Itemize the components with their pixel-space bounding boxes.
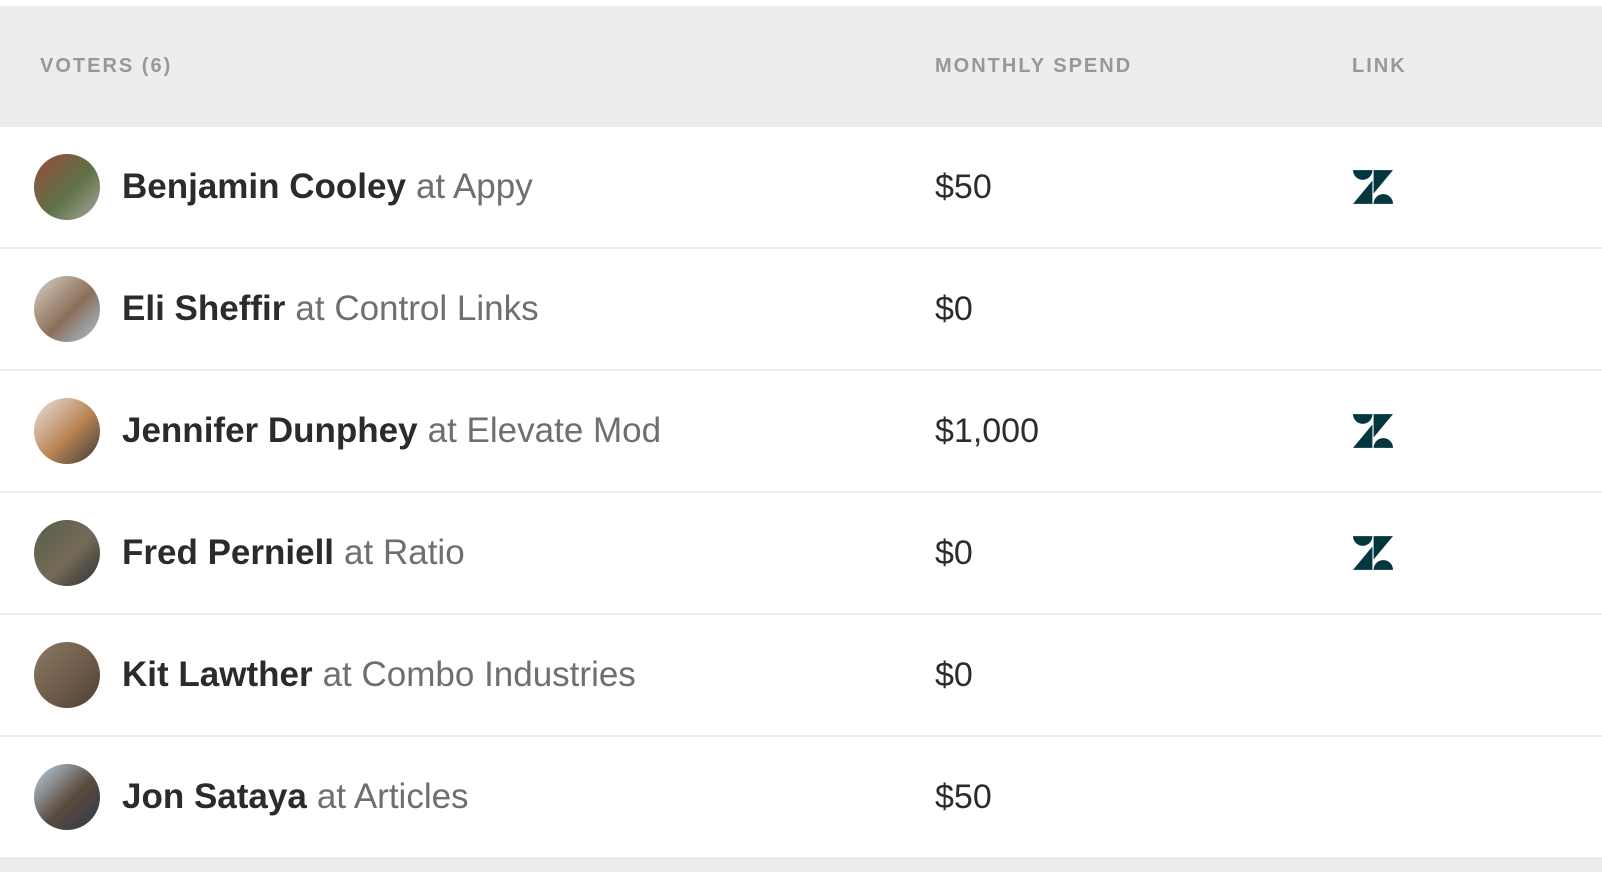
table-row[interactable]: Fred Perniell at Ratio $0 — [0, 493, 1602, 615]
monthly-spend-value: $0 — [935, 289, 973, 328]
link-cell — [1352, 654, 1602, 696]
link-cell — [1352, 776, 1602, 818]
photo-avatar-man-brown-hair — [34, 642, 100, 708]
voter-name: Fred Perniell — [122, 533, 335, 572]
voter-company: at Ratio — [344, 533, 465, 572]
voter-title: Fred Perniell at Ratio — [122, 533, 465, 573]
voter-cell: Kit Lawther at Combo Industries — [34, 642, 935, 708]
voter-company: at Elevate Mod — [427, 411, 662, 450]
voter-cell: Fred Perniell at Ratio — [34, 520, 935, 586]
table-row[interactable]: Eli Sheffir at Control Links $0 — [0, 249, 1602, 371]
photo-avatar-man-beard-sky — [34, 764, 100, 830]
table-header: VOTERS (6) MONTHLY SPEND LINK — [0, 6, 1602, 127]
monthly-spend-value: $0 — [935, 533, 973, 572]
monthly-spend-value: $50 — [935, 167, 992, 206]
table-row[interactable]: Benjamin Cooley at Appy $50 — [0, 127, 1602, 249]
voter-cell: Jon Sataya at Articles — [34, 764, 935, 830]
link-cell — [1352, 288, 1602, 330]
voter-title: Benjamin Cooley at Appy — [122, 167, 533, 207]
zendesk-link-icon[interactable] — [1352, 166, 1394, 208]
voter-cell: Jennifer Dunphey at Elevate Mod — [34, 398, 935, 464]
voter-company: at Articles — [316, 777, 469, 816]
column-header-voters: VOTERS (6) — [40, 55, 173, 77]
voter-cell: Benjamin Cooley at Appy — [34, 154, 935, 220]
voter-title: Jon Sataya at Articles — [122, 777, 469, 817]
zendesk-link-icon[interactable] — [1352, 532, 1394, 574]
link-cell — [1352, 532, 1602, 574]
voter-company: at Appy — [415, 167, 533, 206]
voter-cell: Eli Sheffir at Control Links — [34, 276, 935, 342]
voter-title: Jennifer Dunphey at Elevate Mod — [122, 411, 661, 451]
monthly-spend-value: $1,000 — [935, 411, 1039, 450]
voter-name: Jennifer Dunphey — [122, 411, 418, 450]
column-header-monthly-spend: MONTHLY SPEND — [935, 55, 1133, 77]
next-section-edge — [0, 859, 1602, 872]
top-margin — [0, 0, 1602, 6]
voter-name: Eli Sheffir — [122, 289, 286, 328]
zendesk-link-icon[interactable] — [1352, 410, 1394, 452]
voter-name: Benjamin Cooley — [122, 167, 406, 206]
voter-title: Eli Sheffir at Control Links — [122, 289, 539, 329]
voter-name: Jon Sataya — [122, 777, 307, 816]
table-row[interactable]: Jon Sataya at Articles $50 — [0, 737, 1602, 859]
voter-title: Kit Lawther at Combo Industries — [122, 655, 636, 695]
column-header-link: LINK — [1352, 55, 1407, 77]
table-row[interactable]: Kit Lawther at Combo Industries $0 — [0, 615, 1602, 737]
link-cell — [1352, 166, 1602, 208]
link-cell — [1352, 410, 1602, 452]
voter-name: Kit Lawther — [122, 655, 313, 694]
photo-avatar-woman-red-hair — [34, 398, 100, 464]
photo-avatar-man-red-cap — [34, 154, 100, 220]
voter-company: at Combo Industries — [322, 655, 636, 694]
table-row[interactable]: Jennifer Dunphey at Elevate Mod $1,000 — [0, 371, 1602, 493]
monthly-spend-value: $0 — [935, 655, 973, 694]
photo-avatar-man-blue-shirt — [34, 276, 100, 342]
monthly-spend-value: $50 — [935, 777, 992, 816]
voter-company: at Control Links — [295, 289, 539, 328]
photo-avatar-man-sunglasses — [34, 520, 100, 586]
